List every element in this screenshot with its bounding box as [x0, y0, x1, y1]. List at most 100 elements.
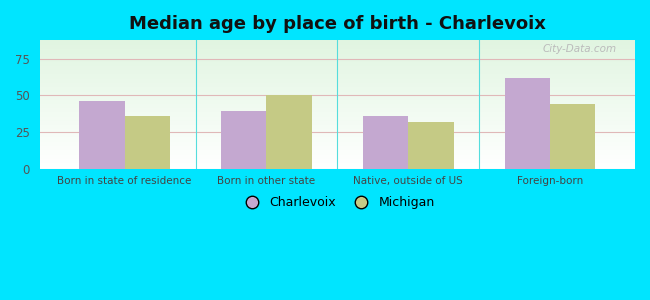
Bar	[221, 112, 266, 169]
Bar	[40, 134, 635, 135]
Bar	[40, 121, 635, 122]
Bar	[40, 44, 635, 45]
Bar	[40, 63, 635, 64]
Bar	[40, 87, 635, 88]
Bar	[40, 147, 635, 148]
Bar	[363, 116, 408, 169]
Bar	[40, 62, 635, 63]
Bar	[40, 89, 635, 90]
Bar	[40, 144, 635, 145]
Bar	[40, 88, 635, 89]
Bar	[40, 162, 635, 163]
Legend: Charlevoix, Michigan: Charlevoix, Michigan	[235, 191, 440, 214]
Bar	[40, 111, 635, 112]
Bar	[40, 115, 635, 116]
Bar	[40, 93, 635, 94]
Bar	[40, 99, 635, 100]
Bar	[40, 119, 635, 120]
Bar	[40, 43, 635, 44]
Bar	[40, 123, 635, 124]
Bar	[40, 140, 635, 141]
Bar	[40, 53, 635, 54]
Bar	[40, 72, 635, 73]
Bar	[40, 57, 635, 58]
Bar	[40, 122, 635, 123]
Bar	[40, 127, 635, 128]
Bar	[40, 156, 635, 157]
Bar	[40, 46, 635, 47]
Bar	[40, 106, 635, 107]
Bar	[40, 86, 635, 87]
Bar	[40, 104, 635, 105]
Bar	[40, 92, 635, 93]
Bar	[40, 112, 635, 113]
Bar	[40, 50, 635, 51]
Bar	[550, 104, 595, 169]
Bar	[40, 51, 635, 52]
Bar	[40, 74, 635, 75]
Bar	[40, 131, 635, 132]
Bar	[40, 161, 635, 162]
Bar	[40, 83, 635, 84]
Bar	[40, 117, 635, 118]
Bar	[40, 120, 635, 121]
Bar	[40, 103, 635, 104]
Bar	[40, 71, 635, 72]
Bar	[504, 78, 550, 169]
Bar	[40, 132, 635, 133]
Bar	[40, 143, 635, 144]
Bar	[40, 163, 635, 164]
Bar	[40, 47, 635, 48]
Bar	[125, 116, 170, 169]
Bar	[408, 122, 454, 169]
Bar	[40, 137, 635, 138]
Bar	[40, 48, 635, 49]
Bar	[40, 125, 635, 126]
Bar	[40, 64, 635, 65]
Bar	[40, 84, 635, 85]
Bar	[40, 82, 635, 83]
Bar	[40, 128, 635, 129]
Bar	[40, 165, 635, 166]
Bar	[40, 94, 635, 95]
Bar	[40, 108, 635, 109]
Bar	[40, 54, 635, 55]
Bar	[40, 69, 635, 70]
Bar	[40, 90, 635, 91]
Bar	[40, 158, 635, 159]
Bar	[40, 79, 635, 80]
Bar	[40, 101, 635, 102]
Bar	[40, 145, 635, 146]
Bar	[40, 81, 635, 82]
Bar	[79, 101, 125, 169]
Bar	[40, 41, 635, 42]
Bar	[40, 52, 635, 53]
Bar	[40, 45, 635, 46]
Bar	[40, 136, 635, 137]
Bar	[40, 138, 635, 139]
Bar	[40, 130, 635, 131]
Bar	[40, 80, 635, 81]
Bar	[40, 114, 635, 115]
Bar	[40, 124, 635, 125]
Bar	[40, 105, 635, 106]
Bar	[40, 60, 635, 61]
Bar	[40, 157, 635, 158]
Bar	[40, 113, 635, 114]
Bar	[40, 49, 635, 50]
Bar	[40, 166, 635, 167]
Bar	[40, 65, 635, 66]
Bar	[40, 59, 635, 60]
Bar	[40, 152, 635, 153]
Bar	[40, 100, 635, 101]
Bar	[40, 133, 635, 134]
Bar	[40, 154, 635, 155]
Bar	[40, 110, 635, 111]
Bar	[40, 142, 635, 143]
Bar	[40, 96, 635, 97]
Bar	[40, 98, 635, 99]
Bar	[40, 141, 635, 142]
Bar	[40, 97, 635, 98]
Bar	[40, 150, 635, 151]
Bar	[40, 70, 635, 71]
